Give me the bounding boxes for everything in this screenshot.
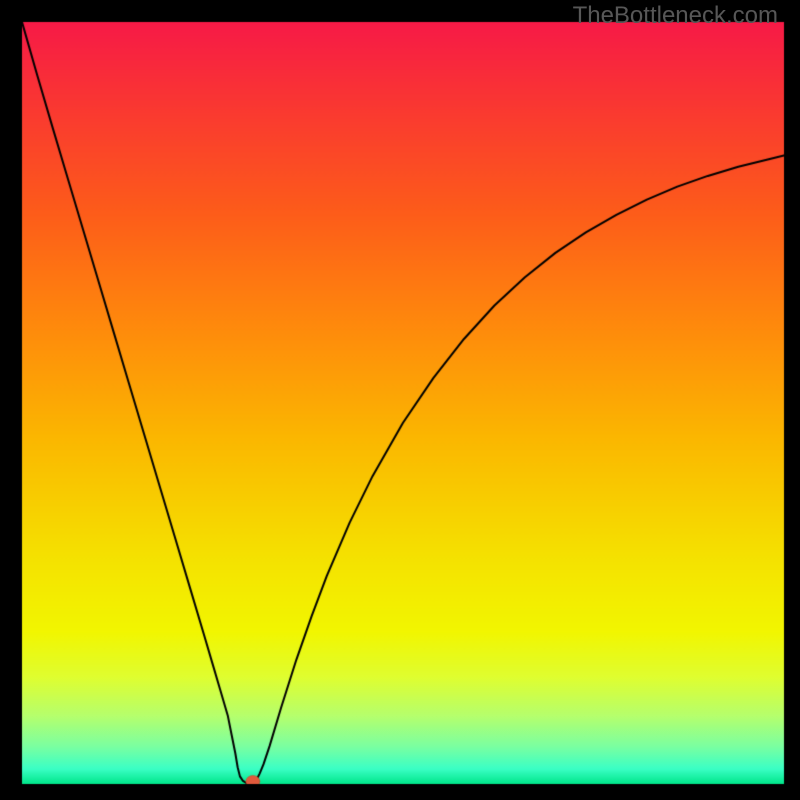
- bottleneck-chart: [0, 0, 800, 800]
- chart-container: TheBottleneck.com: [0, 0, 800, 800]
- watermark-text: TheBottleneck.com: [573, 2, 778, 30]
